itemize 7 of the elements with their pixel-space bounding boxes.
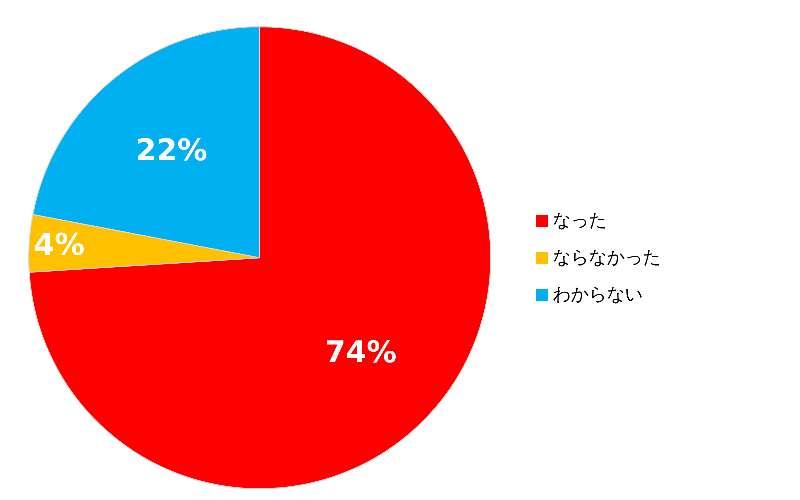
pie-slice (28, 26, 492, 490)
data-label: 74% (325, 335, 397, 370)
legend-label: なった (553, 210, 607, 232)
legend-label: ならなかった (553, 248, 661, 268)
data-label: 4% (34, 228, 85, 263)
legend-label: わからない (553, 284, 643, 306)
data-label: 22% (136, 134, 208, 169)
